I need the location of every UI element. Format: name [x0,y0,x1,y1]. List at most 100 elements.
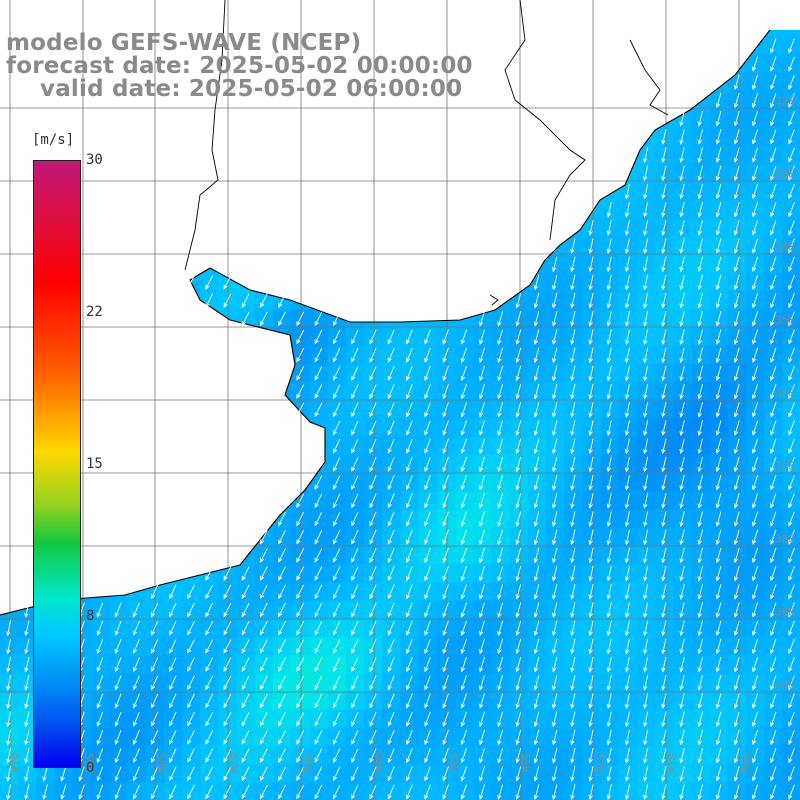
wind-arrow [533,329,540,346]
wind-arrow [96,748,104,764]
wind-arrow [479,456,485,473]
wind-arrow [533,729,540,746]
lon-label: 53W [519,753,532,773]
wind-arrow [733,729,740,746]
wind-arrow [588,675,594,691]
wind-arrow [788,165,795,181]
wind-arrow [788,566,795,582]
wind-arrow [661,547,667,564]
wind-arrow [751,729,759,746]
wind-arrow [551,620,558,637]
wind-arrow [624,493,630,509]
lat-label: 34S [775,241,795,254]
wind-arrow [733,584,740,600]
wind-arrow [624,747,630,764]
lat-label: 39S [775,606,795,619]
wind-arrow [296,529,305,545]
wind-arrow [661,238,667,255]
wind-arrow [314,530,323,545]
wind-arrow [533,693,540,710]
wind-arrow [551,784,558,800]
wind-arrow [241,784,250,800]
wind-arrow [114,784,122,800]
wind-arrow [606,220,612,236]
wind-arrow [332,347,341,363]
wind-arrow [515,365,522,382]
wind-arrow [661,711,667,728]
wind-arrow [151,639,159,654]
wind-arrow [351,675,359,691]
wind-arrow [770,784,777,800]
wind-arrow [770,638,777,655]
wind-arrow [241,311,250,327]
wind-arrow [442,384,449,400]
wind-arrow [460,675,467,691]
wind-arrow [751,693,759,709]
wind-arrow [460,766,467,782]
wind-arrow [332,657,341,673]
wind-arrow [332,766,341,782]
wind-arrow [588,292,594,309]
wind-arrow [479,620,485,637]
wind-arrow [697,292,703,309]
wind-arrow [497,620,504,637]
wind-arrow [24,675,30,691]
wind-arrow [296,366,305,381]
wind-arrow [697,766,703,782]
wind-arrow [369,766,377,782]
wind-arrow [788,202,795,218]
wind-arrow [679,238,685,255]
wind-arrow [788,347,795,363]
wind-arrow [387,329,395,345]
wind-arrow [260,639,268,654]
wind-arrow [588,238,594,255]
wind-arrow [588,347,594,364]
wind-arrow [697,438,703,455]
wind-arrow [151,766,159,782]
wind-arrow [369,711,377,727]
wind-arrow [551,711,558,728]
wind-arrow [661,620,667,637]
wind-arrow [442,493,449,509]
wind-arrow [405,529,413,545]
wind-arrow [260,766,268,782]
wind-arrow [424,784,431,800]
wind-arrow [606,365,612,382]
wind-arrow [479,474,485,491]
wind-arrow [497,347,504,364]
wind-arrow [606,201,612,218]
wind-arrow [533,584,540,600]
wind-arrow [661,329,667,346]
wind-arrow [296,657,305,672]
wind-arrow [405,511,413,527]
wind-arrow [788,493,795,509]
wind-arrow [460,347,467,363]
wind-arrow [351,420,359,436]
wind-arrow [733,220,740,236]
wind-arrow [679,565,685,582]
wind-arrow [751,493,759,509]
wind-arrow [60,766,67,782]
wind-arrow [679,638,685,655]
wind-arrow [332,475,341,491]
wind-arrow [114,766,122,782]
wind-arrow [351,384,359,400]
wind-arrow [788,365,795,382]
wind-arrow [351,366,359,381]
wind-arrow [387,457,395,472]
wind-arrow [643,292,649,309]
wind-arrow [24,638,30,655]
wind-arrow [733,92,740,109]
wind-arrow [643,147,649,164]
wind-arrow [332,784,341,800]
wind-arrow [624,784,630,800]
wind-arrow [751,147,759,163]
wind-arrow [788,766,795,782]
wind-arrow [551,565,558,582]
wind-arrow [733,183,740,200]
wind-arrow [551,729,558,746]
wind-arrow [442,693,449,709]
wind-arrow [387,548,395,563]
wind-arrow [715,238,722,254]
wind-arrow [442,529,449,545]
